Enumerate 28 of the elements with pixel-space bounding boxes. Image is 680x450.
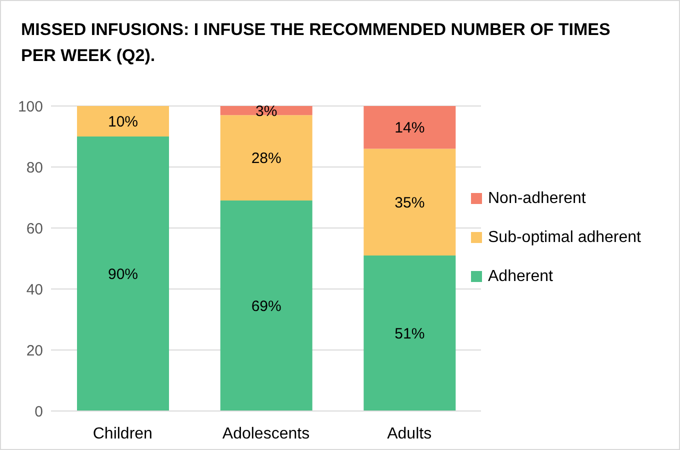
data-label: 51%	[394, 326, 425, 343]
data-label: 3%	[255, 102, 278, 120]
x-tick-label: Adults	[387, 425, 432, 442]
bar	[364, 106, 456, 149]
y-tick-label: 80	[26, 159, 43, 176]
data-label: 35%	[394, 194, 425, 212]
y-tick-label: 60	[26, 220, 43, 238]
bar	[220, 200, 312, 411]
y-tick-label: 100	[18, 98, 43, 116]
x-tick-label: Children	[92, 425, 152, 442]
bar	[220, 115, 312, 201]
bar	[364, 255, 456, 411]
chart-title: MISSED INFUSIONS: I INFUSE THE RECOMMENDED NUMBER OF TIMES PER WEEK (Q2).	[21, 19, 612, 67]
data-label: 10%	[108, 114, 138, 131]
y-tick-label: 0	[34, 403, 43, 420]
data-label: 14%	[394, 120, 425, 137]
legend-label: Adherent	[488, 268, 553, 286]
legend-label: Non-adherent	[488, 190, 586, 208]
data-label: 90%	[108, 266, 138, 284]
bar	[364, 148, 456, 256]
bar	[77, 136, 169, 411]
data-label: 28%	[251, 150, 282, 168]
y-tick-label: 20	[26, 342, 43, 360]
y-tick-label: 40	[26, 281, 43, 298]
x-tick-label: Adolescents	[222, 425, 310, 442]
bar	[77, 106, 169, 136]
legend-label: Sub-optimal adherent	[488, 228, 641, 246]
data-label: 69%	[251, 298, 282, 316]
